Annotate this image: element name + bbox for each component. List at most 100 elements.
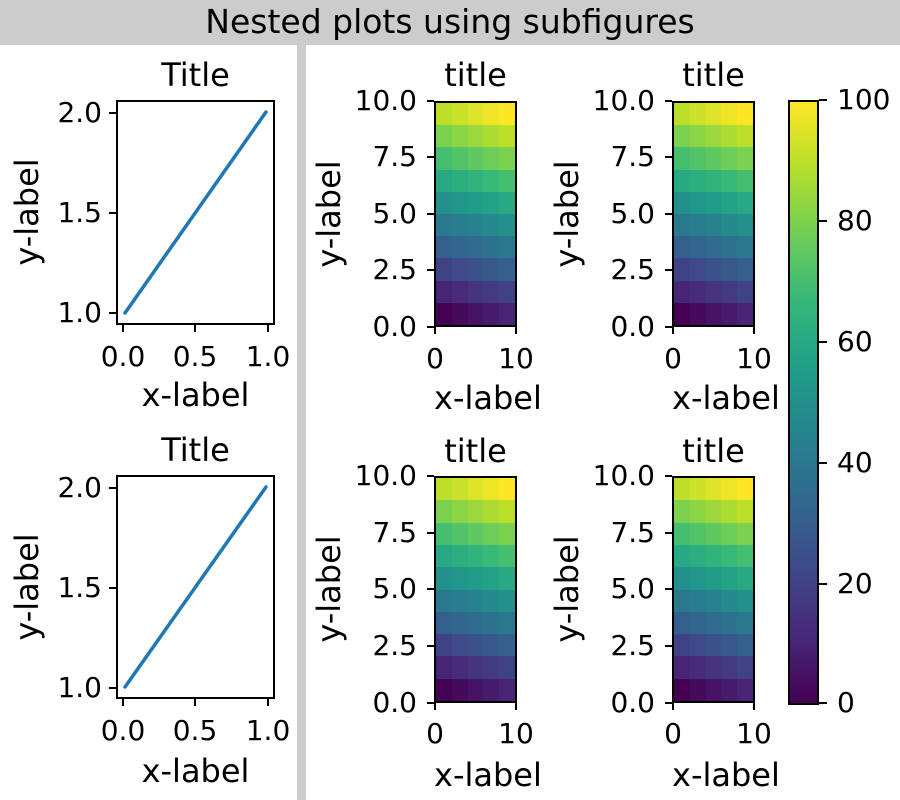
y-tick — [665, 645, 672, 647]
y-tick — [665, 213, 672, 215]
y-tick-label: 2.0 — [57, 471, 102, 504]
x-tick-label: 10 — [736, 342, 772, 375]
y-tick — [427, 156, 434, 158]
y-tick-label: 1.0 — [57, 296, 102, 329]
y-tick-label: 7.5 — [372, 516, 417, 549]
x-tick — [122, 325, 124, 332]
x-tick — [194, 325, 196, 332]
line-series-svg — [123, 485, 268, 689]
x-tick — [515, 327, 517, 334]
heatmap-cells — [436, 102, 515, 325]
y-tick-label: 1.5 — [57, 196, 102, 229]
y-axis-label: y-label — [8, 158, 46, 266]
x-tick-label: 0 — [426, 342, 444, 375]
y-axis-label: y-label — [310, 160, 348, 268]
y-tick-label: 7.5 — [610, 516, 655, 549]
x-axis-label: x-label — [672, 756, 780, 794]
x-tick-label: 0.5 — [172, 714, 218, 747]
x-axis-label: x-label — [672, 379, 780, 417]
colorbar-tick-label: 80 — [837, 204, 873, 237]
line-series — [123, 485, 268, 689]
y-tick — [665, 588, 672, 590]
y-tick — [427, 100, 434, 102]
y-tick — [109, 687, 116, 689]
x-tick — [434, 327, 436, 334]
colorbar-gradient — [790, 102, 817, 703]
y-tick — [427, 475, 434, 477]
x-tick-label: 1.0 — [245, 340, 291, 373]
y-tick — [665, 156, 672, 158]
y-tick — [109, 112, 116, 114]
y-tick-label: 1.0 — [57, 671, 102, 704]
plot-title: title — [682, 432, 745, 470]
y-tick — [665, 475, 672, 477]
y-tick-label: 5.0 — [610, 572, 655, 605]
axes — [434, 101, 517, 327]
y-tick-label: 2.5 — [610, 629, 655, 662]
axes — [116, 475, 275, 699]
y-tick — [427, 532, 434, 534]
y-tick — [427, 588, 434, 590]
x-axis-label: x-label — [434, 756, 542, 794]
x-tick-label: 10 — [498, 342, 534, 375]
x-tick-label: 1.0 — [245, 714, 291, 747]
colorbar-tick-label: 20 — [837, 567, 873, 600]
y-tick-label: 7.5 — [372, 140, 417, 173]
y-axis-label: y-label — [548, 160, 586, 268]
y-tick — [665, 100, 672, 102]
y-tick-label: 5.0 — [372, 197, 417, 230]
x-tick-label: 10 — [736, 717, 772, 750]
x-axis-label: x-label — [141, 752, 250, 790]
colorbar-tick — [819, 702, 827, 704]
x-tick — [753, 703, 755, 710]
y-tick — [427, 326, 434, 328]
colorbar-tick-label: 0 — [837, 686, 855, 719]
y-tick — [427, 645, 434, 647]
y-tick — [109, 212, 116, 214]
x-tick — [122, 699, 124, 706]
y-tick-label: 0.0 — [372, 686, 417, 719]
colorbar-tick-label: 100 — [837, 83, 891, 116]
axes — [116, 100, 275, 325]
y-axis-label: y-label — [310, 535, 348, 643]
heatmap-cells — [674, 478, 753, 701]
x-axis-label: x-label — [434, 379, 542, 417]
y-tick — [665, 702, 672, 704]
y-tick-label: 2.5 — [372, 629, 417, 662]
y-tick-label: 5.0 — [372, 572, 417, 605]
y-tick-label: 0.0 — [610, 310, 655, 343]
colorbar-tick — [819, 341, 827, 343]
y-tick — [109, 587, 116, 589]
x-tick — [672, 327, 674, 334]
x-tick — [267, 699, 269, 706]
y-tick — [109, 312, 116, 314]
y-tick-label: 0.0 — [372, 310, 417, 343]
x-tick-label: 0 — [664, 342, 682, 375]
plot-title: Title — [161, 431, 230, 469]
x-tick-label: 0 — [664, 717, 682, 750]
plot-title: Title — [161, 56, 230, 94]
y-tick-label: 2.5 — [610, 253, 655, 286]
y-tick — [427, 213, 434, 215]
y-tick-label: 1.5 — [57, 571, 102, 604]
y-tick-label: 7.5 — [610, 140, 655, 173]
plot-title: title — [444, 56, 507, 94]
plot-title: title — [444, 432, 507, 470]
y-tick — [665, 269, 672, 271]
x-tick — [434, 703, 436, 710]
line-series-svg — [123, 110, 268, 315]
axes — [434, 476, 517, 703]
x-tick-label: 0 — [426, 717, 444, 750]
x-axis-label: x-label — [141, 376, 250, 414]
axes — [672, 101, 755, 327]
colorbar-tick — [819, 583, 827, 585]
x-tick-label: 0.5 — [172, 340, 218, 373]
colorbar-tick — [819, 220, 827, 222]
colorbar-tick — [819, 462, 827, 464]
colorbar-tick-label: 60 — [837, 325, 873, 358]
y-axis-label: y-label — [8, 533, 46, 641]
x-tick-label: 0.0 — [100, 340, 146, 373]
colorbar-tick — [819, 99, 827, 101]
y-tick-label: 0.0 — [610, 686, 655, 719]
